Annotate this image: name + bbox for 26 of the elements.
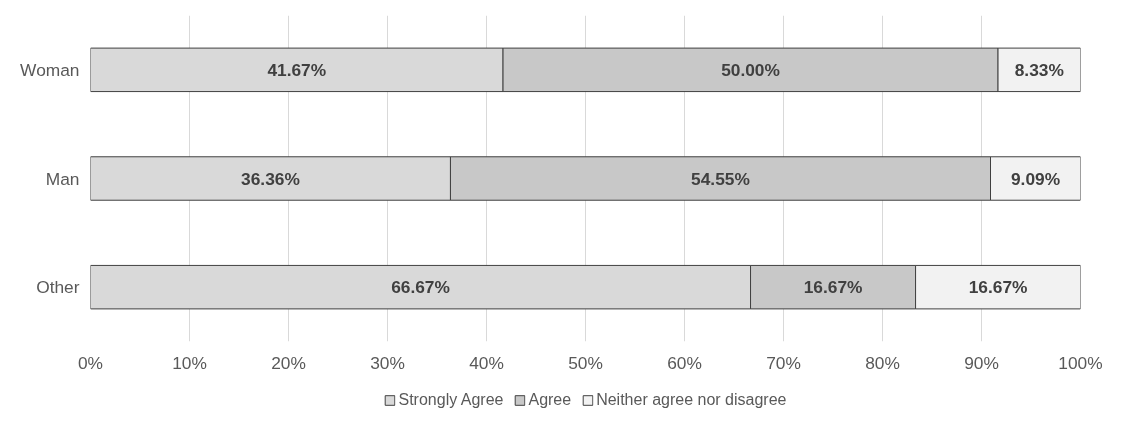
data-label: 36.36% [241,168,300,189]
x-tick-label: 80% [865,352,900,373]
data-label: 41.67% [267,59,327,80]
y-tick-label: Other [36,277,80,298]
y-tick-label: Man [45,168,80,189]
data-label: 9.09% [1010,168,1061,189]
y-tick-label: Woman [20,59,80,80]
x-tick-label: 70% [766,352,801,373]
data-label: 16.67% [968,277,1028,298]
x-tick-label: 30% [370,352,405,373]
data-label: 54.55% [691,168,750,189]
legend-label: Agree [528,391,572,409]
x-tick-label: 50% [568,352,603,373]
data-label: 66.67% [391,277,450,298]
data-label: 50.00% [721,59,780,80]
x-tick-label: 100% [1058,352,1103,373]
data-label: 16.67% [803,277,863,298]
x-tick-label: 0% [77,352,104,373]
x-tick-label: 90% [964,352,999,373]
x-tick-label: 10% [172,352,207,373]
legend-label: Strongly Agree [398,391,504,409]
x-tick-label: 20% [271,352,306,373]
x-tick-label: 60% [667,352,702,373]
legend-label: Neither agree nor disagree [596,391,787,409]
x-tick-label: 40% [469,352,504,373]
data-label: 8.33% [1014,59,1064,80]
